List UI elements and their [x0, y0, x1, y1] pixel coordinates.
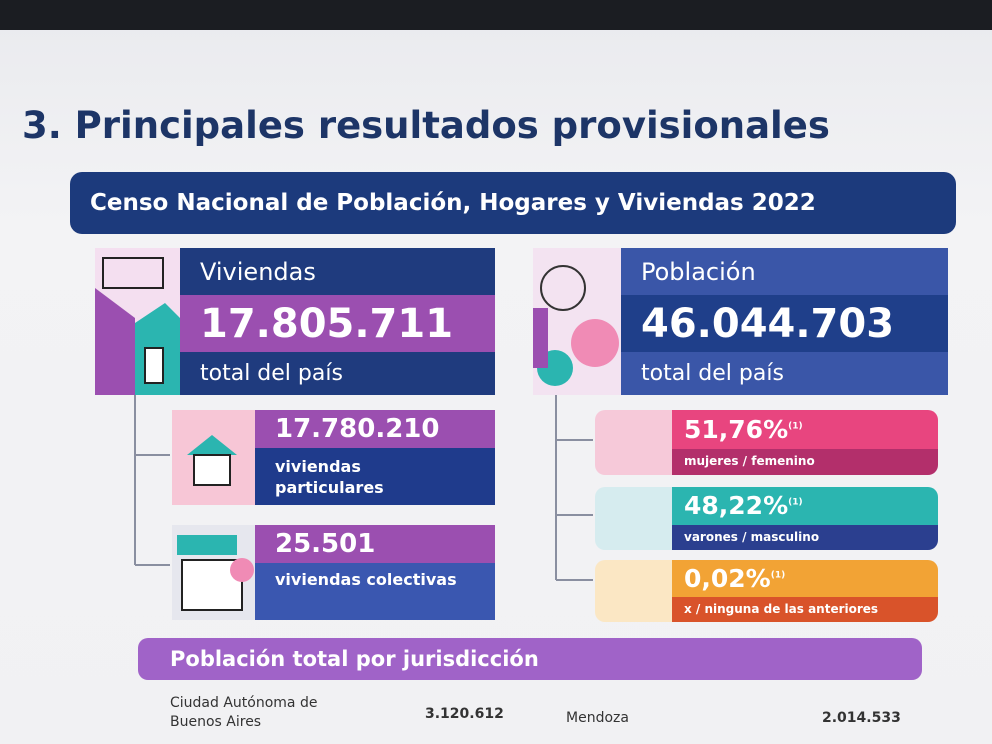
banner: Censo Nacional de Población, Hogares y V… — [70, 172, 956, 234]
footnote-mark: (1) — [788, 421, 803, 432]
footnote-mark: (1) — [788, 497, 803, 508]
poblacion-label: Población — [621, 248, 948, 295]
percent-caption: varones / masculino — [672, 525, 938, 550]
viviendas-label: Viviendas — [180, 248, 495, 295]
percent-value: 48,22% — [684, 491, 789, 520]
viviendas-value: 17.805.711 — [180, 295, 495, 352]
percent-row: 48,22%(1) — [672, 487, 938, 525]
viviendas-connector — [134, 395, 170, 566]
colectivas-value: 25.501 — [255, 525, 495, 563]
face-icon — [595, 410, 672, 475]
percent-value: 0,02% — [684, 563, 771, 593]
poblacion-connector — [555, 395, 593, 581]
jurisdiccion-name: Mendoza — [566, 710, 629, 726]
percent-value: 51,76% — [684, 414, 789, 444]
particulares-caption: viviendas particulares — [255, 448, 495, 505]
poblacion-value: 46.044.703 — [621, 295, 948, 352]
building-icon — [172, 525, 255, 620]
houses-icon — [95, 248, 180, 395]
jurisdiccion-title: Población total por jurisdicción — [138, 638, 922, 680]
people-icon — [533, 248, 621, 395]
jurisdiccion-value: 2.014.533 — [822, 710, 901, 726]
jurisdiccion-value: 3.120.612 — [425, 706, 504, 722]
jurisdiccion-name: Ciudad Autónoma de Buenos Aires — [170, 695, 318, 730]
colectivas-caption: viviendas colectivas — [255, 563, 495, 620]
slide-title: 3. Principales resultados provisionales — [22, 104, 830, 147]
percent-caption: x / ninguna de las anteriores — [672, 597, 938, 622]
face-icon — [595, 560, 672, 622]
house-icon — [172, 410, 255, 505]
footnote-mark: (1) — [770, 570, 786, 581]
viviendas-caption: total del país — [180, 352, 495, 395]
particulares-value: 17.780.210 — [255, 410, 495, 448]
poblacion-caption: total del país — [621, 352, 948, 395]
percent-row: 51,76%(1) — [672, 410, 938, 449]
percent-row: 0,02%(1) — [672, 560, 938, 597]
screen-bezel — [0, 0, 992, 30]
percent-caption: mujeres / femenino — [672, 449, 938, 475]
face-icon — [595, 487, 672, 550]
